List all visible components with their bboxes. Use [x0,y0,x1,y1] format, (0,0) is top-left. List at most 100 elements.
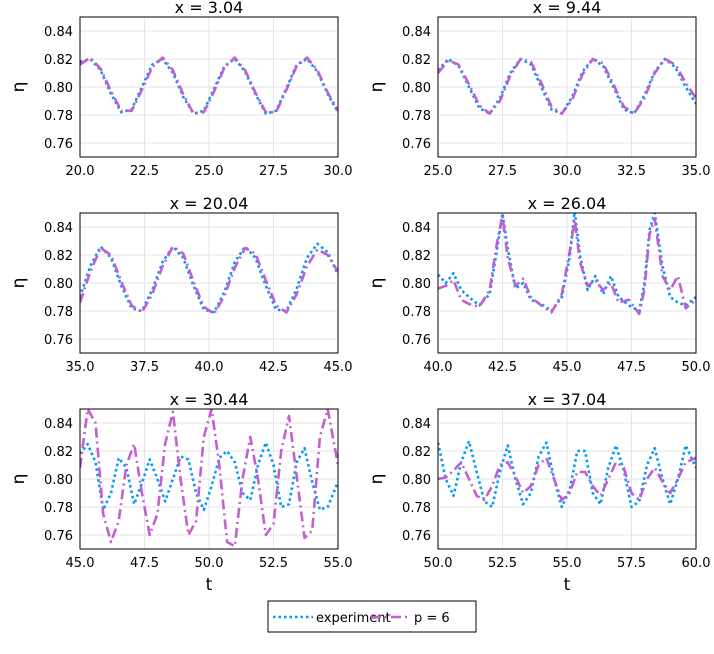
y-tick-label: 0.82 [44,53,73,68]
x-axis-label: t [564,575,571,595]
y-axis-label: η [367,82,387,93]
x-tick-label: 42.5 [488,360,517,375]
plot-frame [437,16,697,158]
x-tick-label: 45.0 [66,556,95,571]
y-tick-label: 0.76 [402,137,431,152]
y-tick-label: 0.84 [402,417,431,432]
series-line-p-6 [438,57,696,115]
x-tick-label: 45.0 [553,360,582,375]
series-group [438,439,696,509]
plot-frame [79,16,339,158]
x-tick-label: 30.0 [324,164,353,179]
subplot-2: 25.0 27.5 30.0 32.5 35.0 0.76 0.78 0.80 0.82 0.84… [367,0,710,179]
x-tick-label: 45.0 [324,360,353,375]
plot-frame [79,212,339,354]
y-tick-label: 0.78 [44,305,73,320]
series-line-p-6 [438,214,696,316]
x-axis-label: t [206,575,213,595]
y-tick-label: 0.80 [44,473,73,488]
y-tick-label: 0.78 [44,109,73,124]
subplot-4: 40.0 42.5 45.0 47.5 50.0 0.76 0.78 0.80 0.82 0.84… [367,194,710,375]
y-tick-label: 0.80 [402,277,431,292]
x-tick-label: 35.0 [66,360,95,375]
series-line-experiment [80,242,338,314]
subplot-title: x = 37.04 [528,390,607,409]
y-tick-label: 0.84 [402,25,431,40]
series-group [80,242,338,316]
y-tick-label: 0.76 [44,529,73,544]
y-tick-label: 0.76 [44,333,73,348]
subplot-5: 45.0 47.5 50.0 52.5 55.0 0.76 0.78 0.80 0.82 0.84… [9,390,352,595]
x-tick-label: 42.5 [259,360,288,375]
x-tick-label: 27.5 [488,164,517,179]
x-tick-label: 22.5 [130,164,159,179]
series-line-experiment [438,57,696,115]
x-tick-label: 40.0 [195,360,224,375]
subplot-title: x = 26.04 [528,194,607,213]
y-axis-label: η [367,474,387,485]
y-axis-label: η [9,82,29,93]
x-tick-label: 27.5 [259,164,288,179]
y-tick-label: 0.76 [402,333,431,348]
y-tick-label: 0.80 [44,81,73,96]
x-tick-label: 35.0 [682,164,711,179]
y-tick-label: 0.76 [44,137,73,152]
subplot-title: x = 30.44 [170,390,249,409]
subplot-title: x = 9.44 [533,0,602,17]
x-tick-label: 40.0 [424,360,453,375]
y-tick-label: 0.78 [402,501,431,516]
y-tick-label: 0.80 [402,473,431,488]
subplot-6: 50.0 52.5 55.0 57.5 60.0 0.76 0.78 0.80 0.82 0.84… [367,390,710,595]
x-tick-label: 30.0 [553,164,582,179]
y-tick-label: 0.84 [44,221,73,236]
y-tick-label: 0.80 [402,81,431,96]
x-tick-label: 37.5 [130,360,159,375]
x-tick-label: 25.0 [195,164,224,179]
x-tick-label: 50.0 [195,556,224,571]
y-tick-label: 0.82 [402,53,431,68]
series-group [80,409,338,548]
y-tick-label: 0.78 [402,109,431,124]
plot-frame [437,212,697,354]
series-group [80,56,338,115]
y-tick-label: 0.84 [402,221,431,236]
y-tick-label: 0.78 [44,501,73,516]
x-tick-label: 32.5 [617,164,646,179]
y-axis-label: η [9,474,29,485]
subplot-1: 20.0 22.5 25.0 27.5 30.0 0.76 0.78 0.80 0.82 0.84… [9,0,352,179]
y-tick-label: 0.80 [44,277,73,292]
x-tick-label: 52.5 [259,556,288,571]
legend-label-experiment: experiment [316,611,391,626]
series-line-experiment [80,441,338,512]
series-line-p-6 [80,409,338,548]
series-line-p-6 [80,245,338,316]
y-tick-label: 0.78 [402,305,431,320]
y-tick-label: 0.82 [402,445,431,460]
x-tick-label: 50.0 [682,360,711,375]
y-tick-label: 0.82 [402,249,431,264]
series-group [438,213,696,316]
series-line-p-6 [80,56,338,115]
series-group [438,57,696,115]
y-axis-label: η [367,278,387,289]
y-tick-label: 0.84 [44,417,73,432]
x-tick-label: 55.0 [553,556,582,571]
x-tick-label: 57.5 [617,556,646,571]
y-tick-label: 0.84 [44,25,73,40]
legend: experiment p = 6 [267,600,477,633]
x-tick-label: 60.0 [682,556,711,571]
y-tick-label: 0.76 [402,529,431,544]
subplot-title: x = 3.04 [175,0,244,17]
subplot-3: 35.0 37.5 40.0 42.5 45.0 0.76 0.78 0.80 0.82 0.84… [9,194,352,375]
plot-frame [79,408,339,550]
series-line-p-6 [438,456,696,502]
x-tick-label: 20.0 [66,164,95,179]
x-tick-label: 55.0 [324,556,353,571]
series-line-experiment [438,439,696,509]
y-tick-label: 0.82 [44,445,73,460]
x-tick-label: 50.0 [424,556,453,571]
plot-frame [437,408,697,550]
subplot-title: x = 20.04 [170,194,249,213]
x-tick-label: 52.5 [488,556,517,571]
